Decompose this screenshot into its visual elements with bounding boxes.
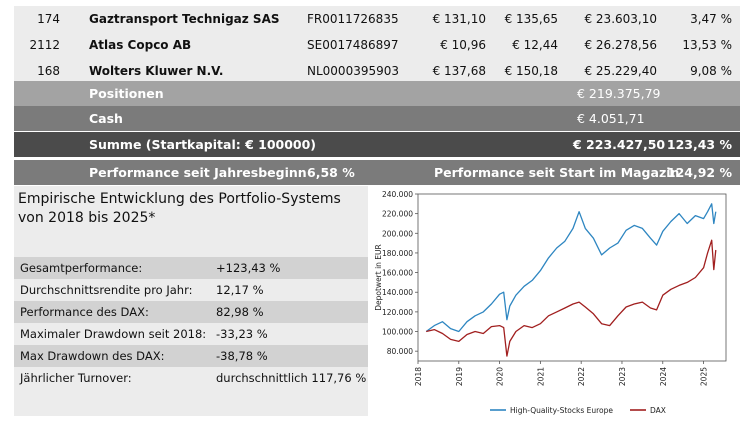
isin-cell: FR0011726835: [307, 12, 399, 26]
y-tick-label: 140.000: [382, 288, 413, 297]
x-tick-label: 2023: [618, 367, 627, 386]
position-value-cell: € 25.229,40: [584, 64, 657, 78]
stat-label: Performance des DAX:: [20, 305, 149, 319]
quantity-cell: 174: [37, 12, 60, 26]
stat-value: -33,23 %: [216, 327, 268, 341]
y-tick-label: 240.000: [382, 190, 413, 199]
stat-value: 12,17 %: [216, 283, 264, 297]
statistics-panel: Empirische Entwicklung des Portfolio-Sys…: [14, 186, 368, 416]
stat-value: -38,78 %: [216, 349, 268, 363]
y-tick-label: 220.000: [382, 210, 413, 219]
x-tick-label: 2022: [577, 367, 586, 386]
position-value-cell: € 23.603,10: [584, 12, 657, 26]
company-name-cell: Atlas Copco AB: [89, 38, 192, 52]
current-price-cell: € 135,65: [504, 12, 558, 26]
company-name-cell: Wolters Kluwer N.V.: [89, 64, 224, 78]
stat-value: durchschnittlich 117,76 %: [216, 371, 367, 385]
ytd-performance-label: Performance seit Jahresbeginn: [89, 165, 307, 180]
table-row: 174 Gaztransport Technigaz SAS FR0011726…: [14, 6, 740, 32]
total-value: € 223.427,50: [573, 137, 666, 152]
dax-series-line: [426, 239, 717, 357]
isin-cell: SE0017486897: [307, 38, 399, 52]
x-tick-label: 2021: [536, 367, 545, 386]
cash-label: Cash: [89, 111, 123, 126]
legend-dax-label: DAX: [650, 406, 666, 415]
ytd-performance-value: 6,58 %: [307, 165, 355, 180]
plot-frame: [417, 193, 727, 362]
line-chart-svg: 80.000 100.000 120.000 140.000 160.000 180.00…: [374, 190, 727, 415]
current-price-cell: € 150,18: [504, 64, 558, 78]
stat-row: Jährlicher Turnover: durchschnittlich 11…: [14, 367, 368, 389]
total-return-percent: 123,43 %: [666, 137, 732, 152]
stat-row: Performance des DAX: 82,98 %: [14, 301, 368, 323]
stat-label: Jährlicher Turnover:: [20, 371, 132, 385]
stat-row: Max Drawdown des DAX: -38,78 %: [14, 345, 368, 367]
statistics-title: Empirische Entwicklung des Portfolio-Sys…: [18, 191, 341, 226]
stat-label: Maximaler Drawdown seit 2018:: [20, 327, 207, 341]
position-return-cell: 13,53 %: [682, 38, 732, 52]
cash-value: € 4.051,71: [577, 111, 645, 126]
positions-label: Positionen: [89, 86, 164, 101]
table-row: 168 Wolters Kluwer N.V. NL0000395903 € 1…: [14, 58, 740, 84]
stat-value: +123,43 %: [216, 261, 281, 275]
table-row: 2112 Atlas Copco AB SE0017486897 € 10,96…: [14, 32, 740, 58]
quantity-cell: 2112: [29, 38, 60, 52]
current-price-cell: € 12,44: [512, 38, 558, 52]
holdings-table: 174 Gaztransport Technigaz SAS FR0011726…: [14, 6, 740, 84]
x-tick-label: 2025: [700, 367, 709, 386]
stat-label: Durchschnittsrendite pro Jahr:: [20, 283, 193, 297]
stat-row: Gesamtperformance: +123,43 %: [14, 257, 368, 279]
y-tick-label: 100.000: [382, 328, 413, 337]
y-tick-label: 160.000: [382, 269, 413, 278]
portfolio-series-line: [425, 203, 717, 333]
stat-row: Maximaler Drawdown seit 2018: -33,23 %: [14, 323, 368, 345]
performance-summary-row: Performance seit Jahresbeginn 6,58 % Per…: [14, 160, 740, 185]
since-start-value: 124,92 %: [666, 165, 732, 180]
since-start-label: Performance seit Start im Magazin: [434, 165, 680, 180]
company-name-cell: Gaztransport Technigaz SAS: [89, 12, 280, 26]
position-return-cell: 3,47 %: [690, 12, 732, 26]
position-return-cell: 9,08 %: [690, 64, 732, 78]
y-tick-label: 180.000: [382, 249, 413, 258]
y-tick-label: 120.000: [382, 308, 413, 317]
buy-price-cell: € 10,96: [440, 38, 486, 52]
x-tick-label: 2018: [414, 367, 423, 386]
positions-value: € 219.375,79: [577, 86, 661, 101]
position-value-cell: € 26.278,56: [584, 38, 657, 52]
y-tick-label: 200.000: [382, 229, 413, 238]
x-tick-label: 2024: [659, 367, 668, 386]
buy-price-cell: € 137,68: [432, 64, 486, 78]
isin-cell: NL0000395903: [307, 64, 400, 78]
quantity-cell: 168: [37, 64, 60, 78]
buy-price-cell: € 131,10: [432, 12, 486, 26]
stat-label: Max Drawdown des DAX:: [20, 349, 165, 363]
total-summary-row: Summe (Startkapital: € 100000) € 223.427…: [14, 132, 740, 157]
y-axis-label: Depotwert in EUR: [374, 244, 383, 311]
legend-portfolio-label: High-Quality-Stocks Europe: [510, 406, 613, 415]
performance-chart: 80.000 100.000 120.000 140.000 160.000 180.00…: [370, 186, 750, 421]
stat-row: Durchschnittsrendite pro Jahr: 12,17 %: [14, 279, 368, 301]
y-tick-label: 80.000: [387, 347, 413, 356]
stat-value: 82,98 %: [216, 305, 264, 319]
x-tick-label: 2019: [455, 367, 464, 386]
stat-label: Gesamtperformance:: [20, 261, 143, 275]
total-label: Summe (Startkapital: € 100000): [89, 137, 317, 152]
x-tick-label: 2020: [496, 367, 505, 386]
cash-summary-row: Cash € 4.051,71: [14, 106, 740, 131]
positions-summary-row: Positionen € 219.375,79: [14, 81, 740, 106]
